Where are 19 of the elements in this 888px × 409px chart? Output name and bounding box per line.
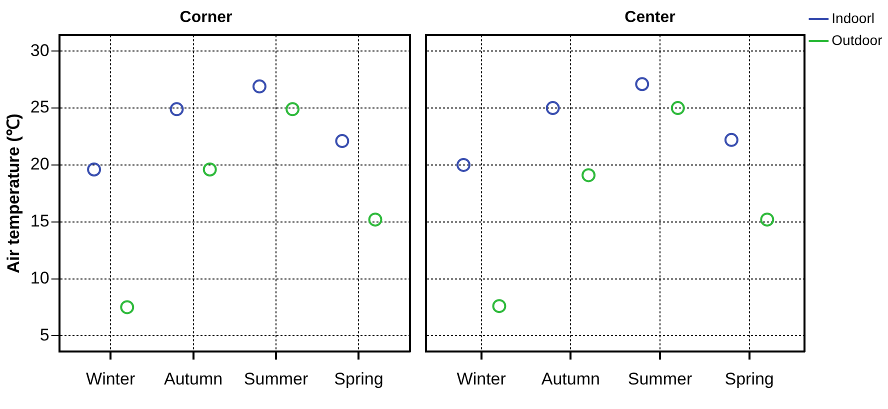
y-tick-label: 25 (30, 98, 50, 117)
legend-label: Outdoor (832, 32, 883, 48)
x-tick-label: Spring (724, 369, 774, 388)
x-tick-label: Autumn (541, 369, 600, 388)
x-tick-label: Winter (456, 369, 506, 388)
y-axis-title: Air temperature (℃) (4, 114, 23, 274)
y-tick-label: 20 (30, 154, 50, 174)
legend-label: Indoorl (832, 10, 874, 26)
x-tick-label: Autumn (164, 369, 223, 388)
x-tick-label: Summer (628, 369, 692, 388)
x-tick-label: Winter (86, 369, 136, 388)
y-tick-label: 15 (30, 212, 50, 231)
y-tick-label: 10 (30, 268, 50, 288)
chart-title: Corner (180, 9, 232, 26)
y-tick-label: 30 (30, 40, 50, 60)
x-tick-label: Spring (334, 369, 384, 388)
chart-title: Center (624, 9, 676, 26)
x-tick-label: Summer (244, 369, 308, 388)
y-tick-label: 5 (40, 325, 50, 344)
